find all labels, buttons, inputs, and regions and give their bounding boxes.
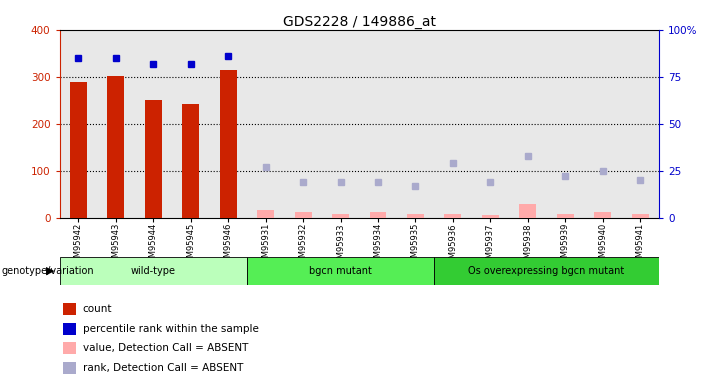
Text: percentile rank within the sample: percentile rank within the sample <box>83 324 259 334</box>
Bar <box>434 257 659 285</box>
Bar <box>97 30 135 217</box>
Bar <box>60 30 97 217</box>
Text: bgcn mutant: bgcn mutant <box>309 266 372 276</box>
Bar <box>407 214 424 217</box>
Bar <box>285 30 322 217</box>
Bar <box>257 210 274 218</box>
Bar <box>397 30 434 217</box>
Bar <box>322 30 359 217</box>
Bar <box>294 212 311 217</box>
Bar <box>557 214 573 217</box>
Bar <box>107 76 124 217</box>
Bar <box>182 104 199 218</box>
Bar <box>547 30 584 217</box>
Bar <box>594 212 611 217</box>
Text: value, Detection Call = ABSENT: value, Detection Call = ABSENT <box>83 344 248 353</box>
Bar <box>434 30 472 217</box>
Bar <box>219 70 236 217</box>
Bar <box>622 30 659 217</box>
Text: count: count <box>83 304 112 314</box>
Bar <box>135 30 172 217</box>
Bar <box>210 30 247 217</box>
Bar <box>519 204 536 218</box>
Text: ▶: ▶ <box>46 266 55 276</box>
Bar <box>369 212 386 217</box>
Bar <box>145 100 162 218</box>
Text: rank, Detection Call = ABSENT: rank, Detection Call = ABSENT <box>83 363 243 373</box>
Text: genotype/variation: genotype/variation <box>1 266 94 276</box>
Bar <box>332 214 349 217</box>
Text: Os overexpressing bgcn mutant: Os overexpressing bgcn mutant <box>468 266 625 276</box>
Bar <box>247 257 434 285</box>
Bar <box>472 30 509 217</box>
Bar <box>247 30 285 217</box>
Bar <box>359 30 397 217</box>
Bar <box>584 30 622 217</box>
Bar <box>444 214 461 217</box>
Bar <box>632 214 648 217</box>
Bar <box>509 30 547 217</box>
Title: GDS2228 / 149886_at: GDS2228 / 149886_at <box>283 15 436 29</box>
Bar <box>70 82 87 218</box>
Bar <box>172 30 210 217</box>
Text: wild-type: wild-type <box>130 266 176 276</box>
Bar <box>60 257 247 285</box>
Bar <box>482 215 499 217</box>
